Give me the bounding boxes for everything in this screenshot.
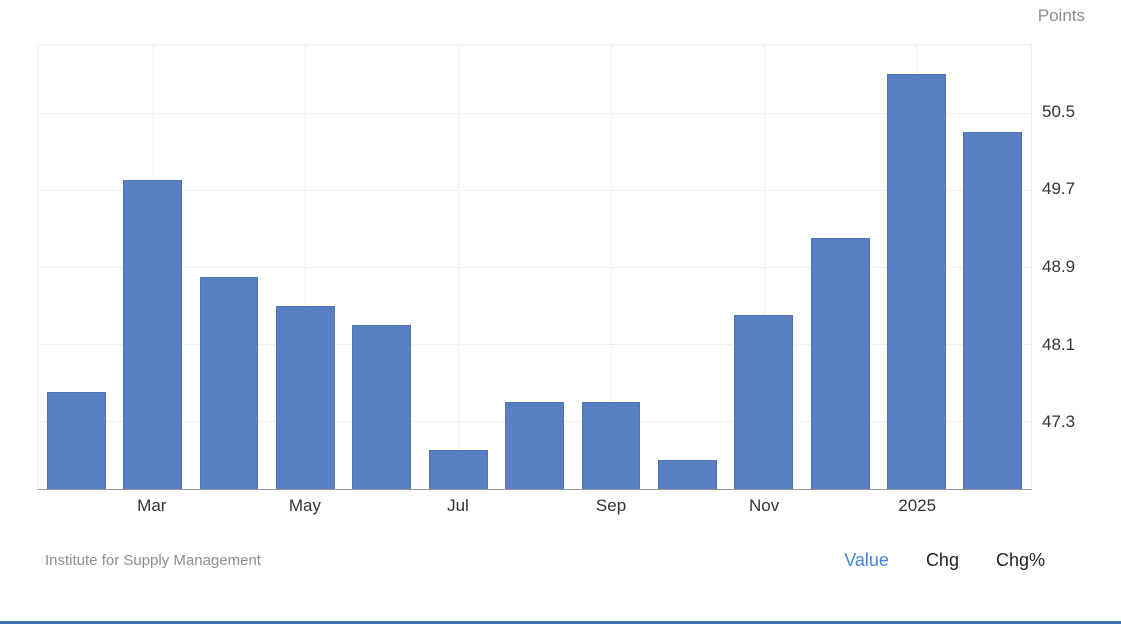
bar[interactable] — [734, 315, 794, 489]
h-gridline — [38, 112, 1031, 114]
bar-slot — [191, 45, 267, 489]
bar-slot — [802, 45, 878, 489]
tab-chg[interactable]: Chg% — [995, 549, 1045, 570]
x-axis-tick-label: 2025 — [898, 496, 937, 515]
bar-slot — [955, 45, 1031, 489]
v-gridline — [458, 45, 460, 489]
v-gridline — [305, 45, 307, 489]
x-axis-tick-label: Jul — [447, 496, 469, 515]
source-attribution: Institute for Supply Management — [45, 551, 261, 569]
tab-chg[interactable]: Chg — [925, 549, 959, 570]
bar-slot — [573, 45, 649, 489]
y-axis-tick-label: 49.7 — [1042, 179, 1076, 199]
y-axis-labels: 50.5 49.7 48.9 48.1 47.3 — [1042, 44, 1117, 490]
y-axis-unit-label: Points — [1037, 6, 1085, 25]
bar[interactable] — [46, 392, 106, 489]
h-gridline — [38, 189, 1031, 191]
bar-slot — [649, 45, 725, 489]
y-axis-tick-label: 48.9 — [1042, 257, 1076, 276]
x-axis-tick-label: Sep — [595, 496, 627, 515]
bar[interactable] — [887, 73, 946, 489]
bar[interactable] — [199, 276, 259, 489]
y-axis-tick-label: 47.3 — [1042, 412, 1076, 432]
v-gridline — [610, 45, 612, 489]
x-axis-tick-label: Nov — [748, 496, 780, 515]
bar[interactable] — [810, 238, 870, 489]
bar-slot — [726, 45, 802, 489]
bar[interactable] — [581, 402, 641, 489]
bar[interactable] — [963, 131, 1023, 489]
x-axis-labels: Mar May Jul Sep Nov 2025 — [37, 496, 1032, 520]
bar-slot — [344, 45, 420, 489]
bar[interactable] — [352, 324, 412, 489]
bar-slot — [420, 45, 496, 489]
bar[interactable] — [428, 450, 488, 489]
plot-area — [37, 44, 1032, 490]
h-gridline — [38, 344, 1031, 346]
y-axis-tick-label: 50.5 — [1042, 101, 1076, 121]
bar[interactable] — [275, 305, 335, 489]
footer: Institute for Supply Management Value Chg… — [45, 547, 1045, 573]
x-axis-tick-label: May — [288, 496, 321, 515]
y-axis-tick-label: 48.1 — [1042, 334, 1076, 354]
bar-slot — [267, 45, 343, 489]
h-gridline — [38, 267, 1031, 268]
tab-value[interactable]: Value — [844, 549, 889, 570]
bar-slot — [496, 45, 572, 489]
footer-tabs: Value Chg Chg% — [844, 550, 1045, 571]
bar[interactable] — [123, 180, 182, 489]
bar[interactable] — [505, 402, 564, 489]
v-gridline — [763, 45, 765, 489]
x-axis-tick-label: Mar — [137, 496, 167, 515]
bar-slot — [114, 45, 190, 489]
bar[interactable] — [657, 460, 717, 489]
bar-slot — [38, 45, 114, 489]
bar-slot — [878, 45, 954, 489]
bars — [38, 45, 1031, 489]
bottom-accent-line — [0, 621, 1121, 624]
